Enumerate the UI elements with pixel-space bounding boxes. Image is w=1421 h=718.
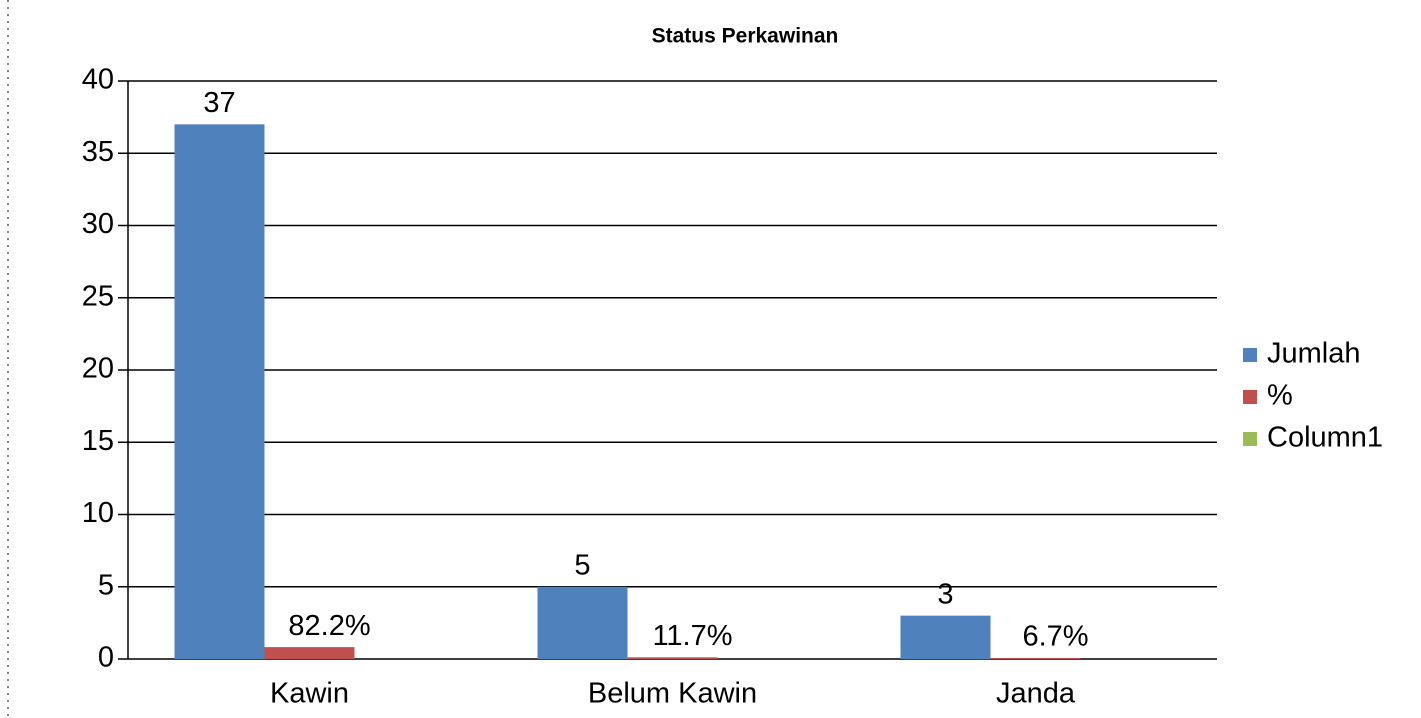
- legend-label: %: [1267, 380, 1293, 412]
- data-label: 6.7%: [1022, 621, 1088, 653]
- data-label: 11.7%: [652, 620, 732, 652]
- bar: [174, 124, 265, 660]
- y-tick-label: 0: [98, 642, 114, 674]
- bar: [900, 615, 991, 659]
- legend-swatch: [1243, 390, 1257, 404]
- y-tick-label: 40: [82, 64, 114, 96]
- y-tick-label: 15: [82, 425, 114, 457]
- x-tick-label: Janda: [996, 678, 1076, 710]
- data-label: 37: [203, 87, 235, 119]
- data-label: 3: [937, 578, 953, 610]
- bar: [264, 647, 355, 659]
- bar: [990, 658, 1081, 659]
- x-tick-label: Kawin: [270, 678, 349, 710]
- bar: [537, 586, 628, 659]
- legend-swatch: [1243, 432, 1257, 446]
- y-tick-label: 25: [82, 280, 114, 312]
- legend-label: Jumlah: [1267, 338, 1361, 370]
- y-tick-label: 35: [82, 136, 114, 168]
- data-label: 5: [574, 549, 590, 581]
- y-tick-label: 20: [82, 353, 114, 385]
- y-tick-label: 30: [82, 208, 114, 240]
- bar: [627, 657, 718, 659]
- y-tick-label: 5: [98, 569, 114, 601]
- data-label: 82.2%: [288, 610, 370, 642]
- chart-title: Status Perkawinan: [652, 25, 839, 48]
- legend-swatch: [1243, 348, 1257, 362]
- legend-label: Column1: [1267, 422, 1383, 454]
- y-tick-label: 10: [82, 497, 114, 529]
- x-tick-label: Belum Kawin: [588, 678, 757, 710]
